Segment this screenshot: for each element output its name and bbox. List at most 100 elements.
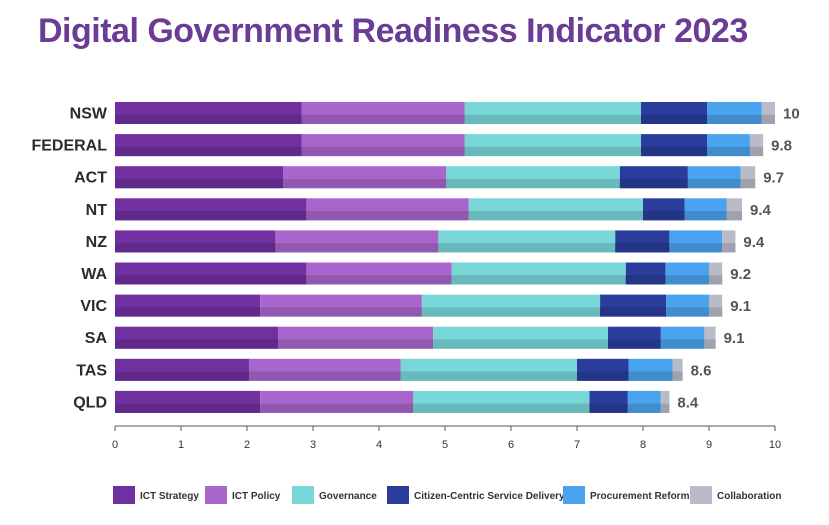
bar-wa-collaboration <box>709 262 723 285</box>
bar-qld-collaboration <box>660 390 670 413</box>
x-tick-label-0: 0 <box>112 439 118 451</box>
total-label-nsw: 10 <box>783 106 800 123</box>
x-tick-label-6: 6 <box>508 439 514 451</box>
bar-sa-collaboration <box>704 326 716 349</box>
category-label-nt: NT <box>86 202 108 219</box>
bar-act-collaboration <box>740 166 756 189</box>
total-label-nt: 9.4 <box>750 202 772 219</box>
x-axis: 0 1 2 3 4 5 6 7 8 9 10 <box>112 425 781 451</box>
bar-nt-citizen-centric-service-delivery <box>643 198 685 221</box>
bar-nz-ict-policy <box>275 230 439 253</box>
bar-act-citizen-centric-service-delivery <box>619 166 688 189</box>
bar-tas-ict-strategy <box>115 358 249 381</box>
legend-swatch <box>690 486 712 504</box>
bar-nsw-governance <box>464 102 642 124</box>
bar-federal-citizen-centric-service-delivery <box>641 134 708 157</box>
bar-nsw-ict-strategy <box>115 102 302 124</box>
total-label-qld: 8.4 <box>677 394 699 411</box>
legend-item-ict-policy: ICT Policy <box>205 486 281 504</box>
legend-label: Governance <box>319 491 377 502</box>
x-tick-label-8: 8 <box>640 439 646 451</box>
category-labels: NSW FEDERAL ACT NT NZ WA VIC SA TAS QLD <box>31 106 107 412</box>
bar-wa-procurement-reform <box>665 262 709 285</box>
bar-sa-procurement-reform <box>660 326 705 349</box>
legend-item-procurement-reform: Procurement Reform <box>563 486 690 504</box>
x-tick-label-9: 9 <box>706 439 712 451</box>
x-tick-label-5: 5 <box>442 439 448 451</box>
bar-nt-ict-policy <box>306 198 469 221</box>
total-label-sa: 9.1 <box>724 330 745 347</box>
legend-item-citizen-centric-service-delivery: Citizen-Centric Service Delivery <box>387 486 565 504</box>
bar-nsw-procurement-reform <box>707 102 762 124</box>
bar-federal-governance <box>464 134 642 157</box>
bar-vic-ict-policy <box>260 294 422 317</box>
bar-federal-ict-policy <box>301 134 465 157</box>
bar-vic-procurement-reform <box>666 294 709 317</box>
bar-act-governance <box>446 166 620 189</box>
bar-vic-citizen-centric-service-delivery <box>600 294 667 317</box>
bar-nz-ict-strategy <box>115 230 276 253</box>
bar-wa-ict-policy <box>306 262 452 285</box>
legend-label: Procurement Reform <box>590 491 690 502</box>
legend-item-governance: Governance <box>292 486 377 504</box>
bar-nsw-ict-policy <box>301 102 465 124</box>
bar-tas-collaboration <box>672 358 683 381</box>
total-label-vic: 9.1 <box>730 298 751 315</box>
legend-item-collaboration: Collaboration <box>690 486 781 504</box>
bar-act-procurement-reform <box>687 166 741 189</box>
bar-qld-ict-policy <box>260 390 414 413</box>
legend-swatch <box>387 486 409 504</box>
category-label-nz: NZ <box>86 234 108 251</box>
x-tick-label-3: 3 <box>310 439 316 451</box>
total-label-nz: 9.4 <box>743 234 765 251</box>
total-label-tas: 8.6 <box>691 362 712 379</box>
legend-label: ICT Strategy <box>140 491 199 502</box>
legend-swatch <box>113 486 135 504</box>
bar-federal-collaboration <box>749 134 764 157</box>
total-label-federal: 9.8 <box>771 138 792 155</box>
bars-layer <box>115 102 775 413</box>
x-tick-label-4: 4 <box>376 439 382 451</box>
bar-nt-governance <box>468 198 643 221</box>
category-label-act: ACT <box>74 170 107 187</box>
category-label-nsw: NSW <box>70 106 108 123</box>
category-label-wa: WA <box>81 266 107 283</box>
x-tick-label-1: 1 <box>178 439 184 451</box>
bar-wa-citizen-centric-service-delivery <box>625 262 666 285</box>
bar-act-ict-strategy <box>115 166 284 189</box>
bar-sa-ict-policy <box>278 326 434 349</box>
category-label-tas: TAS <box>76 362 107 379</box>
bar-qld-citizen-centric-service-delivery <box>589 390 628 413</box>
bar-qld-ict-strategy <box>115 390 261 413</box>
legend-swatch <box>563 486 585 504</box>
category-label-qld: QLD <box>73 394 107 411</box>
legend-swatch <box>205 486 227 504</box>
category-label-federal: FEDERAL <box>31 138 107 155</box>
total-label-act: 9.7 <box>763 170 784 187</box>
x-tick-label-2: 2 <box>244 439 250 451</box>
bar-federal-ict-strategy <box>115 134 302 157</box>
legend-label: Collaboration <box>717 491 781 502</box>
legend-label: Citizen-Centric Service Delivery <box>414 491 565 502</box>
bar-wa-ict-strategy <box>115 262 307 285</box>
bar-nsw-citizen-centric-service-delivery <box>641 102 708 124</box>
bar-nz-procurement-reform <box>669 230 723 253</box>
legend-item-ict-strategy: ICT Strategy <box>113 486 199 504</box>
chart-title: Digital Government Readiness Indicator 2… <box>38 12 748 50</box>
bar-nsw-collaboration <box>761 102 775 124</box>
bar-tas-citizen-centric-service-delivery <box>577 358 629 381</box>
legend-label: ICT Policy <box>232 491 281 502</box>
bar-nt-procurement-reform <box>684 198 727 221</box>
total-labels: 10 9.8 9.7 9.4 9.4 9.2 9.1 9.1 8.6 8.4 <box>677 106 799 412</box>
bar-sa-ict-strategy <box>115 326 279 349</box>
bar-sa-governance <box>433 326 609 349</box>
x-tick-label-10: 10 <box>769 439 781 451</box>
category-label-vic: VIC <box>80 298 107 315</box>
bar-act-ict-policy <box>283 166 447 189</box>
bar-nz-citizen-centric-service-delivery <box>615 230 670 253</box>
category-label-sa: SA <box>85 330 108 347</box>
bar-vic-ict-strategy <box>115 294 261 317</box>
bar-sa-citizen-centric-service-delivery <box>608 326 661 349</box>
bar-wa-governance <box>451 262 626 285</box>
